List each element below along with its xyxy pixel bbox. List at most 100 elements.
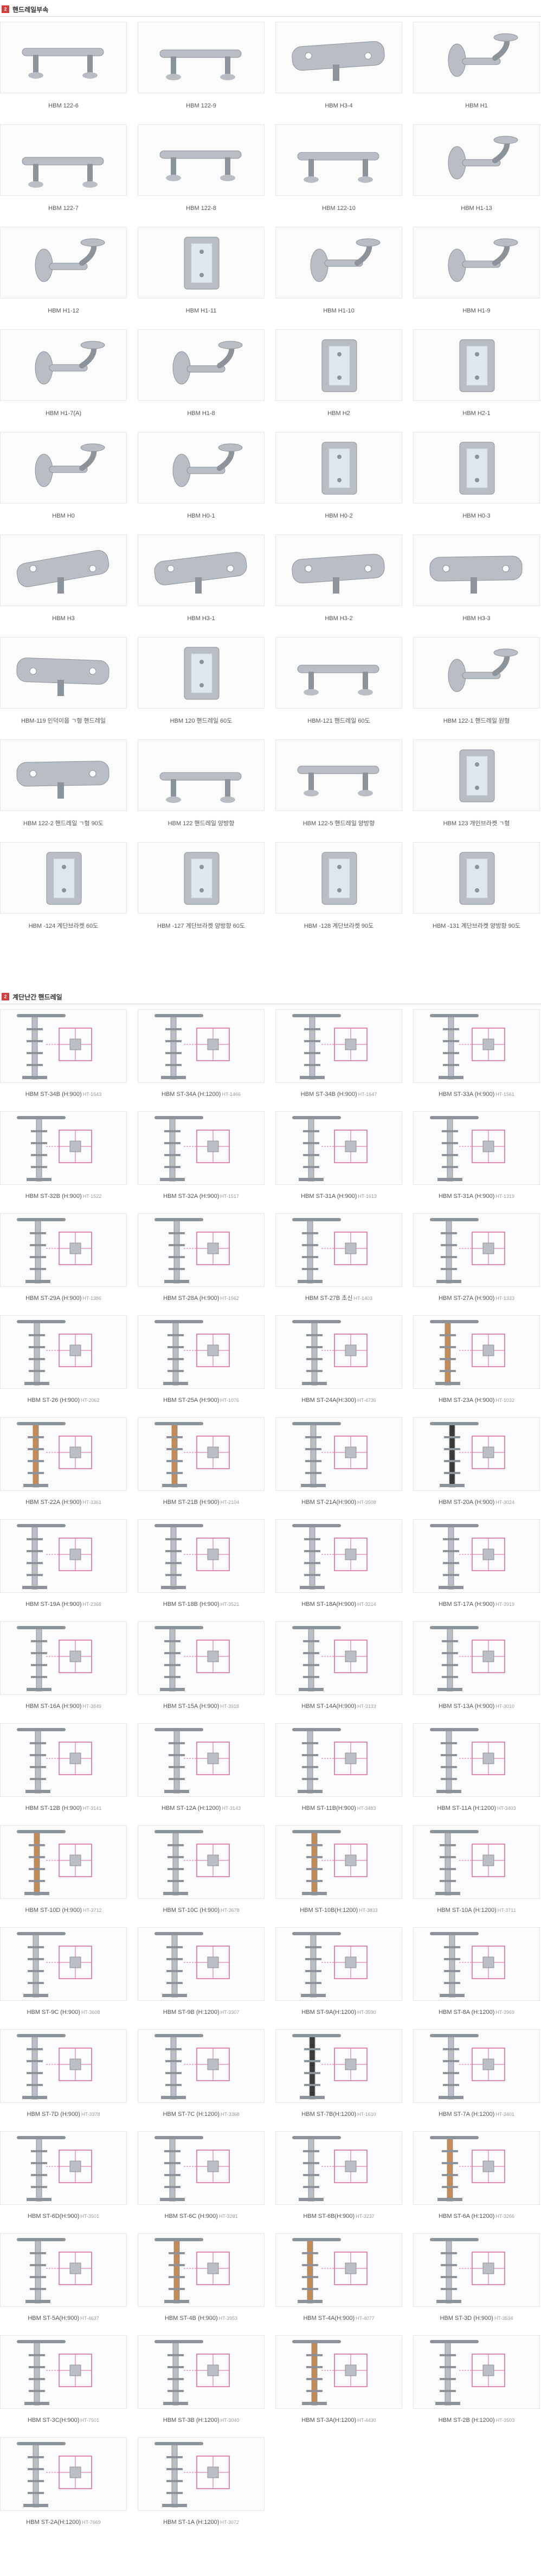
product-card[interactable]: HBM H3-4 <box>275 22 402 124</box>
product-caption[interactable]: HBM ST-3D (H:900) HT-3534 <box>413 2314 540 2322</box>
product-card[interactable]: HBM ST-9A(H:1200) HT-3590 <box>275 1927 402 2029</box>
product-thumbnail[interactable] <box>0 432 127 503</box>
product-caption[interactable]: HBM 122-6 <box>0 102 127 110</box>
product-card[interactable]: HBM ST-6A (H:1200) HT-3266 <box>413 2131 540 2233</box>
product-card[interactable]: HBM ST-22A (H:900) HT-3361 <box>0 1417 127 1519</box>
product-caption[interactable]: HBM ST-34B (H:900) HT-1643 <box>0 1091 127 1098</box>
product-thumbnail[interactable] <box>138 842 265 914</box>
product-card[interactable]: HBM 120 핸드레일 60도 <box>138 637 265 739</box>
product-caption[interactable]: HBM H2-1 <box>413 410 540 417</box>
product-card[interactable]: HBM 122-6 <box>0 22 127 124</box>
product-card[interactable]: HBM H3 <box>0 534 127 637</box>
product-thumbnail[interactable] <box>138 739 265 811</box>
product-thumbnail[interactable] <box>413 329 540 401</box>
product-caption[interactable]: HBM ST-32A (H:900) HT-1517 <box>138 1193 265 1200</box>
product-thumbnail[interactable] <box>138 1519 265 1593</box>
product-thumbnail[interactable] <box>413 1519 540 1593</box>
product-caption[interactable]: HBM ST-21A(H:900) HT-3508 <box>275 1499 402 1506</box>
product-thumbnail[interactable] <box>138 2131 265 2205</box>
product-caption[interactable]: HBM ST-8A (H:1200) HT-3969 <box>413 2008 540 2016</box>
product-card[interactable]: HBM 123 개인브라켓 ㄱ형 <box>413 739 540 842</box>
product-card[interactable]: HBM ST-33A (H:900) HT-1561 <box>413 1009 540 1111</box>
product-caption[interactable]: HBM ST-9A(H:1200) HT-3590 <box>275 2008 402 2016</box>
product-thumbnail[interactable] <box>0 842 127 914</box>
product-caption[interactable]: HBM ST-19A (H:900) HT-2368 <box>0 1601 127 1608</box>
product-card[interactable]: HBM ST-12B (H:900) HT-3141 <box>0 1723 127 1825</box>
product-card[interactable]: HBM H2 <box>275 329 402 432</box>
product-caption[interactable]: HBM H1-10 <box>275 307 402 315</box>
product-thumbnail[interactable] <box>138 2437 265 2511</box>
product-thumbnail[interactable] <box>413 1621 540 1695</box>
product-thumbnail[interactable] <box>275 2233 402 2307</box>
product-caption[interactable]: HBM ST-9B (H:1200) HT-3307 <box>138 2008 265 2016</box>
product-caption[interactable]: HBM ST-14A(H:900) HT-3133 <box>275 1703 402 1710</box>
product-caption[interactable]: HBM H0-1 <box>138 512 265 520</box>
product-card[interactable]: HBM ST-26 (H:900) HT-2062 <box>0 1315 127 1417</box>
product-card[interactable]: HBM 122-10 <box>275 124 402 227</box>
product-thumbnail[interactable] <box>0 1927 127 2001</box>
product-caption[interactable]: HBM ST-31A (H:900) HT-1319 <box>413 1193 540 1200</box>
product-thumbnail[interactable] <box>138 637 265 709</box>
product-caption[interactable]: HBM ST-7A (H:1200) HT-3401 <box>413 2110 540 2118</box>
product-caption[interactable]: HBM ST-32B (H:900) HT-1522 <box>0 1193 127 1200</box>
product-card[interactable]: HBM ST-3B (H:1200) HT-3040 <box>138 2335 265 2437</box>
product-thumbnail[interactable] <box>275 2335 402 2409</box>
product-card[interactable]: HBM ST-3C(H:900) HT-7501 <box>0 2335 127 2437</box>
product-thumbnail[interactable] <box>275 1009 402 1083</box>
product-thumbnail[interactable] <box>275 1927 402 2001</box>
product-card[interactable]: HBM ST-31A (H:900) HT-1613 <box>275 1111 402 1213</box>
product-thumbnail[interactable] <box>413 1315 540 1389</box>
product-card[interactable]: HBM ST-20A (H:900) HT-3024 <box>413 1417 540 1519</box>
product-thumbnail[interactable] <box>0 2233 127 2307</box>
product-caption[interactable]: HBM ST-4B (H:900) HT-3953 <box>138 2314 265 2322</box>
product-caption[interactable]: HBM ST-2A(H:1200) HT-7669 <box>0 2518 127 2526</box>
product-caption[interactable]: HBM ST-11A (H:1200) HT-3403 <box>413 1805 540 1812</box>
product-thumbnail[interactable] <box>413 2131 540 2205</box>
product-thumbnail[interactable] <box>0 1213 127 1287</box>
product-card[interactable]: HBM H3-1 <box>138 534 265 637</box>
product-card[interactable]: HBM ST-27B 초신 HT-1403 <box>275 1213 402 1315</box>
product-caption[interactable]: HBM H1-7(A) <box>0 410 127 417</box>
product-caption[interactable]: HBM -128 계단브라켓 90도 <box>275 922 402 930</box>
product-thumbnail[interactable] <box>0 227 127 298</box>
product-caption[interactable]: HBM ST-33A (H:900) HT-1561 <box>413 1091 540 1098</box>
product-card[interactable]: HBM 122-2 핸드레일 ㄱ형 90도 <box>0 739 127 842</box>
product-caption[interactable]: HBM H0-2 <box>275 512 402 520</box>
product-caption[interactable]: HBM H3 <box>0 615 127 622</box>
product-thumbnail[interactable] <box>275 227 402 298</box>
product-card[interactable]: HBM-119 인덕이음 ㄱ형 핸드레일 <box>0 637 127 739</box>
product-thumbnail[interactable] <box>138 2335 265 2409</box>
product-caption[interactable]: HBM -131 계단브라켓 양방향 90도 <box>413 922 540 930</box>
product-thumbnail[interactable] <box>138 1417 265 1491</box>
product-caption[interactable]: HBM ST-7B(H:1200) HT-1610 <box>275 2110 402 2118</box>
product-thumbnail[interactable] <box>413 1111 540 1185</box>
product-thumbnail[interactable] <box>275 1213 402 1287</box>
product-caption[interactable]: HBM H1-11 <box>138 307 265 315</box>
product-card[interactable]: HBM -127 계단브라켓 양방향 60도 <box>138 842 265 945</box>
product-card[interactable]: HBM ST-18B (H:900) HT-3521 <box>138 1519 265 1621</box>
product-thumbnail[interactable] <box>0 2029 127 2103</box>
product-caption[interactable]: HBM ST-7C (H:1200) HT-3368 <box>138 2110 265 2118</box>
product-thumbnail[interactable] <box>413 2029 540 2103</box>
product-thumbnail[interactable] <box>413 2233 540 2307</box>
product-card[interactable]: HBM 122 핸드레일 양방향 <box>138 739 265 842</box>
product-thumbnail[interactable] <box>138 1111 265 1185</box>
product-caption[interactable]: HBM ST-6B(H:900) HT-3237 <box>275 2212 402 2220</box>
product-card[interactable]: HBM-121 핸드레일 60도 <box>275 637 402 739</box>
product-card[interactable]: HBM ST-2A(H:1200) HT-7669 <box>0 2437 127 2539</box>
product-card[interactable]: HBM ST-11B(H:900) HT-3483 <box>275 1723 402 1825</box>
product-card[interactable]: HBM ST-31A (H:900) HT-1319 <box>413 1111 540 1213</box>
product-card[interactable]: HBM ST-10A (H:1200) HT-3711 <box>413 1825 540 1927</box>
product-caption[interactable]: HBM ST-16A (H:900) HT-3849 <box>0 1703 127 1710</box>
product-caption[interactable]: HBM-121 핸드레일 60도 <box>275 717 402 725</box>
product-card[interactable]: HBM -124 계단브라켓 60도 <box>0 842 127 945</box>
product-card[interactable]: HBM ST-23A (H:900) HT-1032 <box>413 1315 540 1417</box>
product-caption[interactable]: HBM ST-12B (H:900) HT-3141 <box>0 1805 127 1812</box>
product-card[interactable]: HBM ST-6C (H:900) HT-3281 <box>138 2131 265 2233</box>
product-thumbnail[interactable] <box>413 124 540 196</box>
product-thumbnail[interactable] <box>413 22 540 93</box>
product-caption[interactable]: HBM ST-22A (H:900) HT-3361 <box>0 1499 127 1506</box>
product-caption[interactable]: HBM H0-3 <box>413 512 540 520</box>
product-thumbnail[interactable] <box>275 739 402 811</box>
product-card[interactable]: HBM ST-10D (H:900) HT-3712 <box>0 1825 127 1927</box>
